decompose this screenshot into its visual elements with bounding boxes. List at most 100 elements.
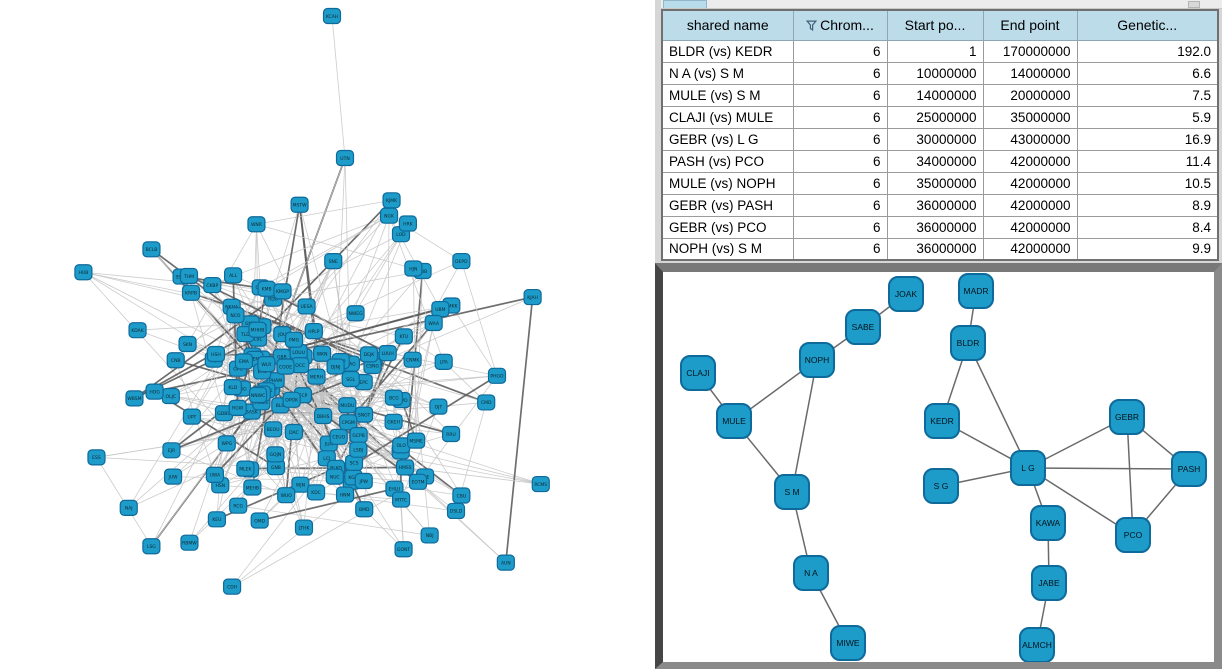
overview-node[interactable]: SGL [341, 370, 360, 388]
overview-node[interactable]: UESA [297, 298, 316, 315]
node-shape[interactable] [229, 497, 248, 514]
table-cell[interactable]: 170000000 [982, 39, 1078, 63]
detail-node-almch[interactable]: ALMCH [1019, 627, 1055, 662]
node-shape[interactable] [224, 267, 243, 284]
node-shape[interactable] [326, 358, 345, 375]
table-cell[interactable]: 6 [792, 61, 888, 85]
overview-node[interactable]: LPA [434, 353, 453, 370]
detail-edge-GEBR-PCO[interactable] [1126, 416, 1134, 536]
node-shape[interactable] [222, 578, 242, 595]
node-shape[interactable] [924, 403, 960, 439]
detail-node-noph[interactable]: NOPH [799, 342, 835, 378]
node-shape[interactable] [325, 468, 344, 485]
node-shape[interactable] [335, 149, 355, 167]
overview-node[interactable]: DJNJ [326, 358, 345, 375]
column-header-start-po---[interactable]: Start po... [886, 9, 984, 41]
node-shape[interactable] [273, 283, 292, 300]
table-cell[interactable]: 5.9 [1076, 105, 1219, 129]
node-shape[interactable] [234, 353, 254, 370]
table-row[interactable]: GEBR (vs) PCO 6 36000000 42000000 8.4 [661, 215, 1219, 239]
node-shape[interactable] [923, 468, 959, 504]
detail-node-pco[interactable]: PCO [1115, 517, 1151, 553]
table-cell[interactable]: 6 [792, 193, 888, 217]
overview-node[interactable]: KDAK [128, 322, 147, 339]
overview-node[interactable]: EOTM [408, 473, 428, 490]
overview-node[interactable]: EMA [234, 353, 254, 370]
table-cell[interactable]: 16.9 [1076, 127, 1219, 151]
node-shape[interactable] [950, 325, 986, 361]
table-cell[interactable]: 14000000 [886, 83, 984, 107]
table-cell[interactable]: 30000000 [886, 127, 984, 151]
table-cell[interactable]: 6 [792, 171, 888, 195]
node-shape[interactable] [354, 406, 374, 423]
detail-node-joak[interactable]: JOAK [888, 276, 924, 312]
table-cell[interactable]: 34000000 [886, 149, 984, 173]
node-shape[interactable] [163, 468, 183, 485]
table-cell[interactable]: 42000000 [982, 171, 1078, 195]
overview-node[interactable]: LUUH [378, 345, 397, 362]
overview-node[interactable]: SNE [324, 253, 343, 270]
node-shape[interactable] [496, 554, 515, 571]
overview-node[interactable]: UPT [182, 408, 202, 425]
overview-node[interactable]: WBSM [125, 390, 144, 407]
table-cell[interactable]: 10.5 [1076, 171, 1219, 195]
detail-node-s-g[interactable]: S G [923, 468, 959, 504]
overview-network-panel[interactable]: APPHSNGTJUADBHSNKHAJSWBLBLDDBSASKOPTUTNG… [0, 0, 655, 669]
table-row[interactable]: GEBR (vs) PASH 6 36000000 42000000 8.9 [661, 193, 1219, 217]
node-shape[interactable] [355, 501, 374, 518]
node-shape[interactable] [429, 398, 448, 415]
overview-node[interactable]: KRPB [181, 284, 201, 301]
table-cell[interactable]: GEBR (vs) PCO [661, 215, 794, 239]
node-shape[interactable] [276, 358, 295, 375]
table-cell[interactable]: 35000000 [886, 171, 984, 195]
table-cell[interactable]: GEBR (vs) L G [661, 127, 794, 151]
overview-node[interactable]: DEJK [359, 346, 379, 363]
node-shape[interactable] [446, 502, 466, 520]
node-shape[interactable] [378, 345, 397, 362]
node-shape[interactable] [1171, 451, 1207, 487]
overview-node[interactable]: SKN [178, 335, 197, 353]
overview-node[interactable]: KEU [207, 511, 227, 528]
node-shape[interactable] [403, 351, 422, 368]
table-cell[interactable]: 14000000 [982, 61, 1078, 85]
table-cell[interactable]: NOPH (vs) S M [661, 237, 794, 261]
node-shape[interactable] [434, 353, 453, 370]
node-shape[interactable] [277, 487, 296, 504]
table-cell[interactable]: 10000000 [886, 61, 984, 85]
table-row[interactable]: GEBR (vs) L G 6 30000000 43000000 16.9 [661, 127, 1219, 151]
detail-edge-L G-PASH[interactable] [1027, 467, 1190, 470]
overview-node[interactable]: HUB [74, 264, 93, 281]
node-shape[interactable] [248, 321, 267, 338]
overview-node[interactable]: CDH [222, 578, 242, 595]
detail-node-bldr[interactable]: BLDR [950, 325, 986, 361]
overview-node[interactable]: MEHB [243, 479, 262, 496]
table-cell[interactable]: 6 [792, 127, 888, 151]
overview-node[interactable]: AUN [496, 554, 515, 571]
overview-node[interactable]: WKN [312, 345, 332, 362]
node-shape[interactable] [180, 534, 199, 551]
node-shape[interactable] [142, 538, 161, 555]
table-cell[interactable]: 8.9 [1076, 193, 1219, 217]
node-shape[interactable] [264, 421, 283, 438]
node-shape[interactable] [1030, 505, 1066, 541]
table-cell[interactable]: 6 [792, 149, 888, 173]
node-shape[interactable] [382, 192, 401, 209]
node-shape[interactable] [250, 512, 269, 529]
table-cell[interactable]: N A (vs) S M [661, 61, 794, 85]
node-shape[interactable] [205, 466, 224, 483]
overview-node[interactable]: NNWC [248, 386, 268, 404]
node-shape[interactable] [1115, 517, 1151, 553]
overview-node[interactable]: GOJN [266, 446, 285, 463]
detail-node-pash[interactable]: PASH [1171, 451, 1207, 487]
column-header-genetic---[interactable]: Genetic... [1076, 9, 1219, 41]
node-shape[interactable] [523, 288, 542, 306]
detail-node-n-a[interactable]: N A [793, 555, 829, 591]
node-shape[interactable] [324, 253, 343, 270]
node-shape[interactable] [162, 442, 181, 459]
node-shape[interactable] [431, 300, 450, 318]
node-shape[interactable] [266, 446, 285, 463]
detail-node-jabe[interactable]: JABE [1031, 565, 1067, 601]
overview-node[interactable]: UWA [205, 466, 224, 483]
node-shape[interactable] [284, 423, 304, 441]
node-shape[interactable] [203, 276, 222, 294]
